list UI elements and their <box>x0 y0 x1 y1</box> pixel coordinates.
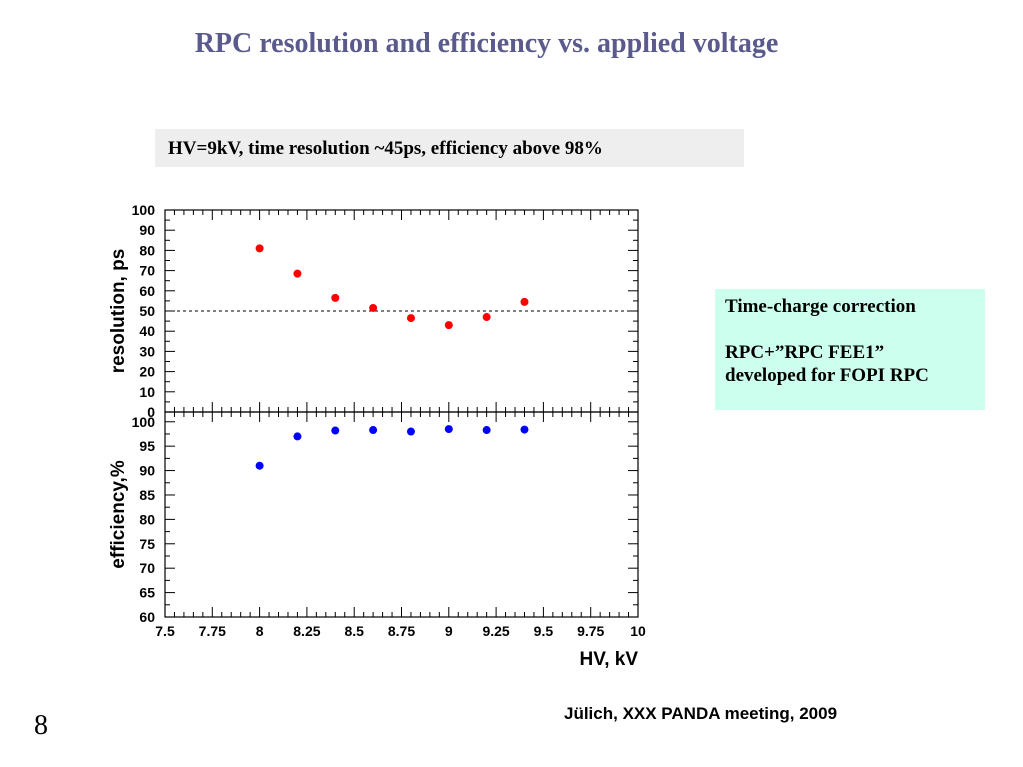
top-data-point <box>293 269 302 278</box>
top-y-tick-label: 50 <box>139 303 155 319</box>
top-data-point <box>444 321 453 330</box>
bottom-panel-frame <box>164 411 639 618</box>
x-tick-label: 8.75 <box>388 623 415 639</box>
bottom-y-tick-label: 75 <box>139 536 155 552</box>
x-tick-label: 8.5 <box>344 623 364 639</box>
top-data-point <box>520 297 529 306</box>
top-data-point <box>255 244 264 253</box>
top-y-tick-label: 0 <box>147 404 155 420</box>
bottom-y-tick-label: 100 <box>132 414 156 430</box>
top-y-tick-label: 80 <box>139 242 155 258</box>
x-tick-label: 9 <box>445 623 453 639</box>
x-tick-label: 9.25 <box>482 623 509 639</box>
bottom-y-tick-label: 80 <box>139 511 155 527</box>
top-y-tick-label: 40 <box>139 323 155 339</box>
callout-line-1: Time-charge correction <box>725 296 916 317</box>
top-data-point <box>482 313 491 322</box>
bottom-data-point <box>406 427 415 436</box>
x-axis-title: HV, kV <box>580 649 639 670</box>
top-y-tick-label: 20 <box>139 364 155 380</box>
bottom-data-point <box>369 426 378 435</box>
bottom-y-tick-label: 60 <box>139 609 155 625</box>
top-data-point <box>369 303 378 312</box>
bottom-y-tick-label: 95 <box>139 438 155 454</box>
top-y-tick-label: 90 <box>139 222 155 238</box>
top-y-tick-label: 60 <box>139 283 155 299</box>
x-tick-label: 8.25 <box>293 623 320 639</box>
x-tick-label: 8 <box>256 623 264 639</box>
top-y-axis-title: resolution, ps <box>108 249 129 374</box>
top-y-tick-label: 10 <box>139 384 155 400</box>
method-callout: Time-charge correction RPC+”RPC FEE1” de… <box>715 289 985 410</box>
bottom-data-point <box>331 426 340 435</box>
bottom-y-axis-title: efficiency,% <box>108 460 129 569</box>
bottom-data-point <box>255 461 264 470</box>
x-tick-label: 7.5 <box>155 623 175 639</box>
page-number: 8 <box>34 710 48 741</box>
bottom-y-tick-label: 85 <box>139 487 155 503</box>
bottom-data-point <box>293 432 302 441</box>
bottom-data-point <box>444 425 453 434</box>
slide-title: RPC resolution and efficiency vs. applie… <box>194 28 779 59</box>
bottom-y-tick-label: 70 <box>139 560 155 576</box>
x-tick-label: 9.75 <box>577 623 604 639</box>
footer-caption: Jülich, XXX PANDA meeting, 2009 <box>564 704 838 723</box>
callout-line-3: developed for FOPI RPC <box>725 365 929 386</box>
bottom-y-tick-label: 90 <box>139 463 155 479</box>
bottom-data-point <box>520 425 529 434</box>
x-tick-label: 10 <box>630 623 646 639</box>
summary-note: HV=9kV, time resolution ~45ps, efficienc… <box>155 129 744 167</box>
top-y-tick-label: 100 <box>132 202 156 218</box>
top-data-point <box>331 293 340 302</box>
bottom-data-point <box>482 426 491 435</box>
top-y-tick-label: 30 <box>139 343 155 359</box>
top-data-point <box>406 314 415 323</box>
bottom-y-tick-label: 65 <box>139 585 155 601</box>
x-tick-label: 9.5 <box>534 623 554 639</box>
callout-line-2: RPC+”RPC FEE1” <box>725 342 885 363</box>
top-y-tick-label: 70 <box>139 263 155 279</box>
x-tick-label: 7.75 <box>199 623 226 639</box>
